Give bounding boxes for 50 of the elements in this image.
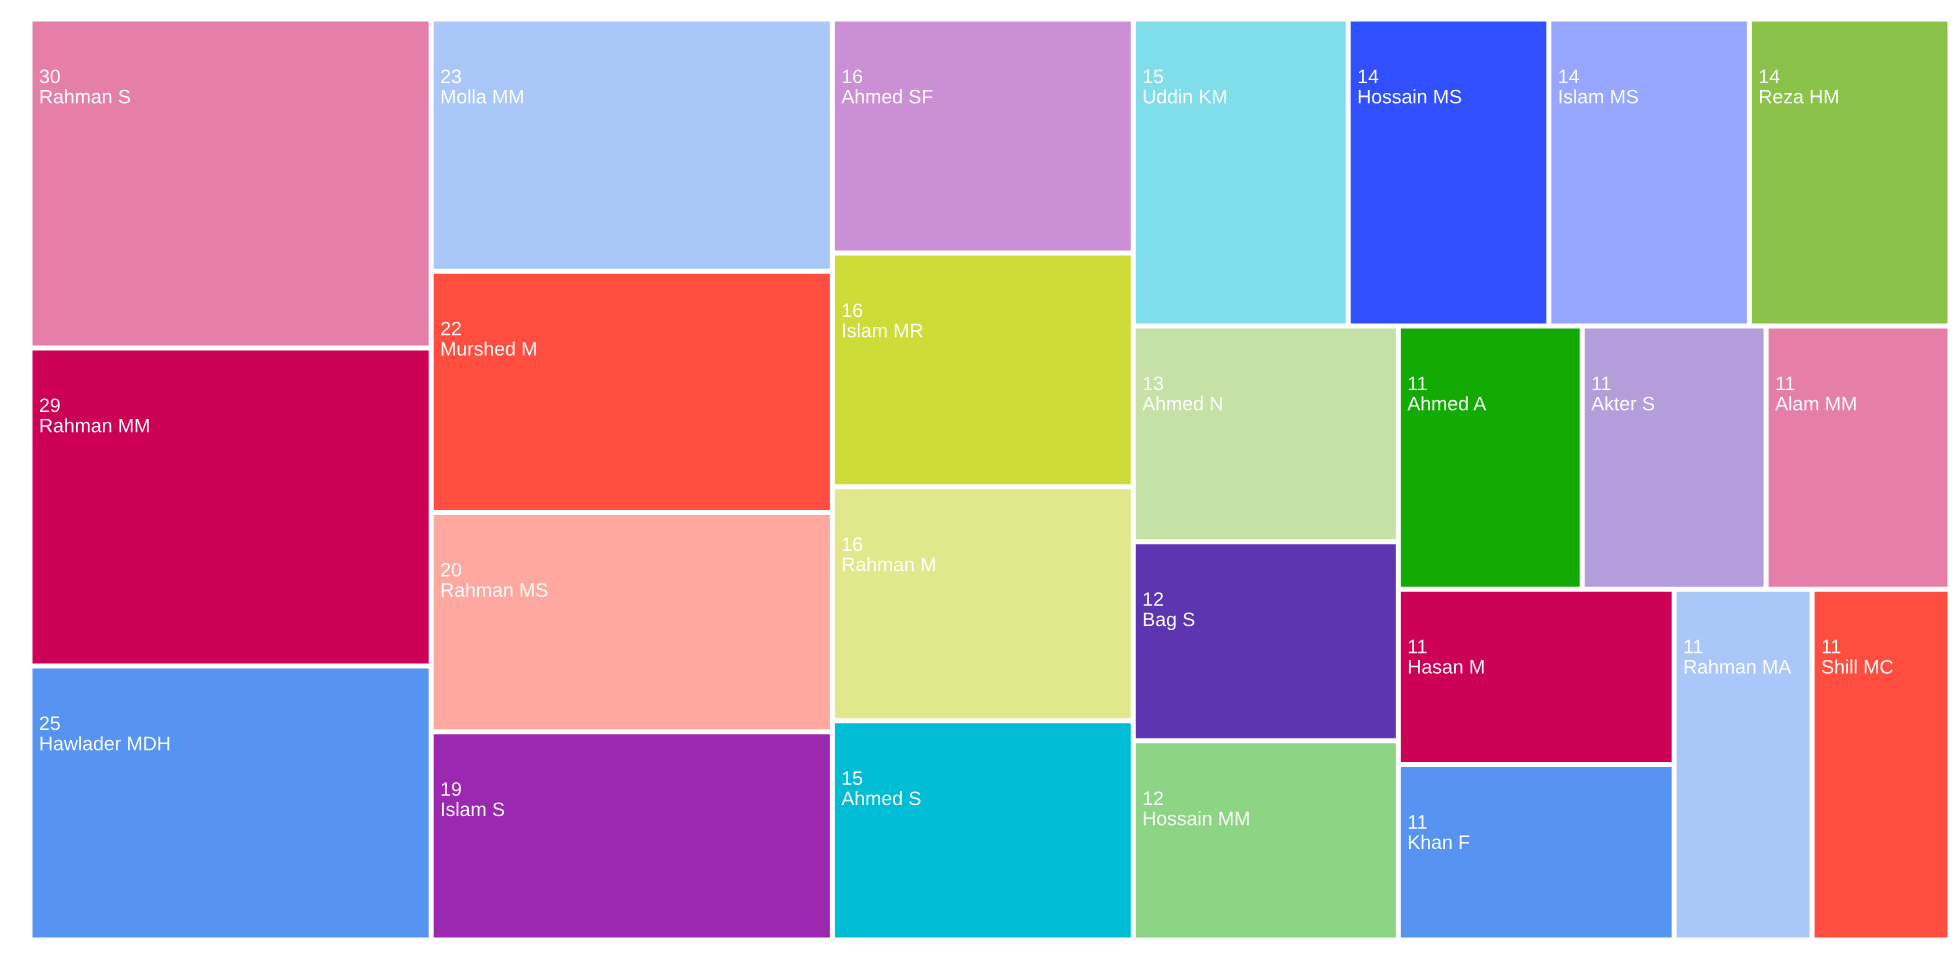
data-label: 11	[1776, 376, 1795, 391]
data-label: 11	[1684, 639, 1703, 654]
data-label: 14	[1559, 69, 1579, 84]
category-label: Reza HM	[1760, 89, 1838, 104]
category-label: Islam MS	[1559, 89, 1638, 104]
data-label: 19	[441, 782, 461, 796]
data-label: 22	[441, 321, 461, 336]
category-label: Khan F	[1408, 834, 1470, 850]
category-label: Rahman S	[40, 89, 130, 104]
category-label: Molla MM	[441, 89, 523, 104]
data-label: 25	[39, 716, 60, 731]
data-label: 14	[1759, 69, 1780, 84]
category-label: Hossain MS	[1358, 89, 1462, 104]
data-label: 15	[842, 771, 863, 785]
category-label: Rahman MA	[1684, 659, 1792, 674]
category-label: Uddin KM	[1143, 89, 1227, 104]
data-label: 30	[39, 69, 60, 84]
data-label: 12	[1143, 592, 1163, 606]
category-label: Murshed M	[441, 341, 536, 356]
data-label: 11	[1592, 376, 1611, 391]
data-label: 13	[1143, 376, 1164, 391]
data-label: 29	[39, 398, 60, 413]
category-label: Akter S	[1591, 396, 1655, 411]
category-label: Rahman MM	[40, 418, 149, 433]
data-label: 12	[1143, 791, 1163, 805]
data-label: 14	[1358, 69, 1379, 84]
category-label: Hossain MM	[1143, 811, 1249, 826]
data-label: 11	[1408, 639, 1427, 654]
category-label: Islam S	[441, 801, 505, 817]
category-label: Islam MR	[843, 323, 923, 338]
category-label: Rahman MS	[441, 582, 548, 597]
category-label: Rahman M	[842, 557, 935, 572]
data-label: 16	[842, 537, 863, 552]
data-label: 16	[842, 69, 863, 84]
category-label: Ahmed N	[1142, 396, 1222, 411]
data-label: 16	[842, 303, 863, 318]
category-label: Hasan M	[1408, 660, 1484, 674]
data-label: 15	[1143, 69, 1164, 84]
data-label: 11	[1408, 815, 1427, 829]
category-label: Ahmed SF	[841, 89, 933, 104]
category-label: Alam MM	[1775, 396, 1856, 411]
data-label: 23	[441, 69, 461, 84]
category-label: Hawlader MDH	[40, 736, 170, 751]
category-label: Shill MC	[1821, 659, 1893, 674]
data-label: 20	[441, 562, 462, 577]
category-label: Bag S	[1143, 612, 1195, 631]
category-label: Ahmed A	[1407, 396, 1487, 411]
data-label: 11	[1408, 376, 1427, 391]
category-label: Ahmed S	[841, 790, 921, 806]
data-label: 11	[1822, 639, 1841, 654]
